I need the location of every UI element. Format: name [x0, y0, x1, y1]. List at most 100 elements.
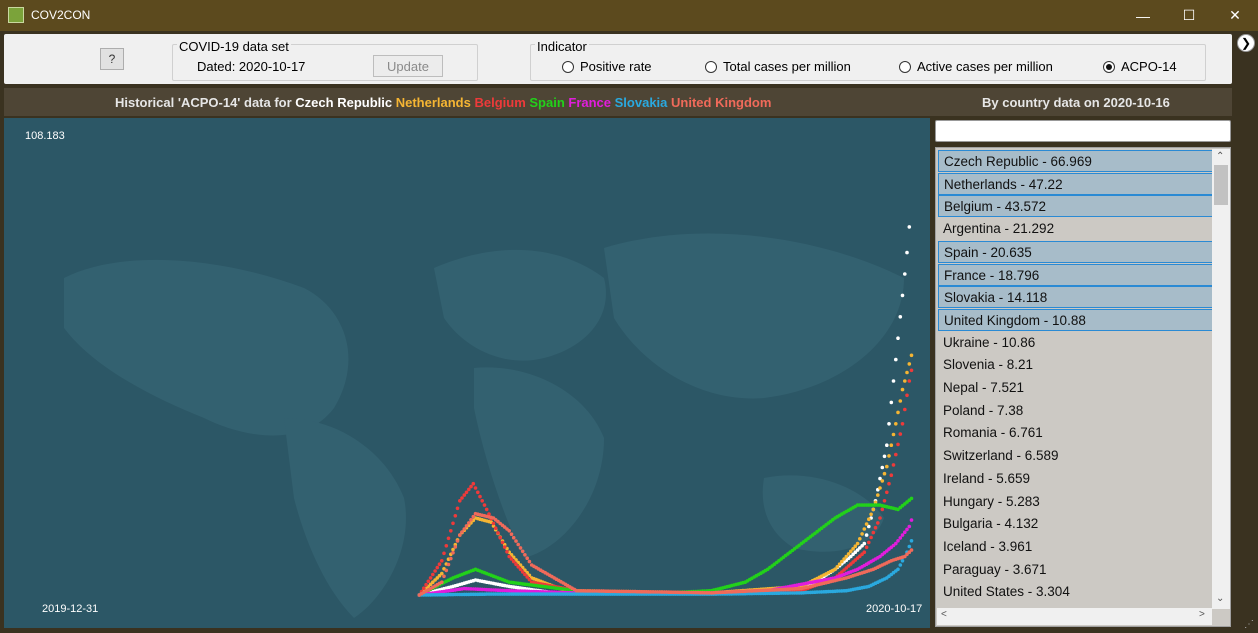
data-point [849, 554, 853, 559]
close-icon[interactable]: ✕ [1229, 7, 1241, 23]
data-point [431, 572, 435, 577]
data-point [523, 553, 527, 557]
list-item[interactable]: Belgium - 43.572 [938, 195, 1213, 218]
data-point [451, 547, 455, 552]
list-item[interactable]: Iceland - 3.961 [943, 538, 1033, 554]
horizontal-scrollbar[interactable]: < > [937, 608, 1212, 625]
data-point [860, 532, 864, 536]
list-item[interactable]: Ukraine - 10.86 [943, 334, 1036, 350]
list-item[interactable]: Nepal - 7.521 [943, 380, 1025, 395]
data-point [907, 362, 912, 366]
indicator-group: Indicator Positive rate Total cases per … [530, 39, 1206, 81]
data-point [473, 486, 478, 490]
chevron-right-icon[interactable]: ❯ [1237, 34, 1255, 52]
list-item[interactable]: Switzerland - 6.589 [943, 448, 1059, 464]
data-point [493, 526, 498, 530]
scroll-up-icon[interactable]: ⌃ [1216, 151, 1225, 162]
country-search-input[interactable] [935, 120, 1231, 142]
data-point [431, 580, 435, 584]
data-point [527, 559, 532, 564]
data-point [516, 542, 520, 547]
list-item[interactable]: Spain - 20.635 [938, 240, 1213, 263]
radio-total-cases[interactable]: Total cases per million [705, 59, 851, 74]
scroll-right-icon[interactable]: > [1199, 609, 1205, 620]
data-point [460, 496, 464, 500]
data-point [476, 490, 480, 495]
data-point [876, 521, 880, 525]
data-point [907, 379, 912, 383]
data-point [449, 529, 453, 533]
chart-title-country: Netherlands [395, 95, 475, 110]
data-point [846, 552, 851, 556]
chart-title: Historical 'ACPO-14' data for Czech Repu… [115, 95, 771, 110]
help-button[interactable]: ? [100, 48, 124, 70]
data-point [896, 539, 900, 543]
data-point [487, 512, 491, 516]
chart-title-country: Spain [529, 95, 569, 110]
list-item[interactable]: Czech Republic - 66.969 [938, 150, 1213, 172]
data-point [871, 507, 876, 512]
data-point [896, 410, 900, 415]
vertical-scroll-thumb[interactable] [1214, 165, 1228, 205]
list-item[interactable]: Paraguay - 3.671 [943, 561, 1047, 577]
data-point [891, 463, 896, 467]
resize-grip-icon[interactable]: ⋰ [1244, 619, 1254, 630]
data-point [464, 490, 469, 495]
list-item[interactable]: Ireland - 5.659 [943, 470, 1031, 486]
radio-positive-rate[interactable]: Positive rate [562, 59, 652, 74]
list-item[interactable]: Slovenia - 8.21 [943, 357, 1034, 373]
data-point [855, 548, 860, 552]
data-point [900, 293, 905, 298]
radio-label: Total cases per million [723, 59, 851, 74]
update-button[interactable]: Update [373, 55, 443, 77]
data-point [458, 499, 462, 503]
data-point [887, 454, 891, 458]
list-item[interactable]: United Kingdom - 10.88 [938, 308, 1213, 331]
minimize-icon[interactable]: — [1136, 7, 1150, 24]
data-point [484, 507, 489, 512]
list-item[interactable]: United States - 3.304 [943, 584, 1070, 600]
data-point [853, 550, 858, 554]
data-point [502, 545, 507, 549]
list-item[interactable]: Slovakia - 14.118 [938, 286, 1213, 309]
list-item[interactable]: Hungary - 5.283 [943, 493, 1040, 509]
data-point [896, 442, 900, 447]
maximize-icon[interactable]: ☐ [1182, 7, 1196, 23]
vertical-scrollbar[interactable]: ⌃ ⌄ [1212, 149, 1230, 609]
data-point [511, 559, 516, 564]
scroll-down-icon[interactable]: ⌄ [1216, 593, 1225, 604]
world-map-background [64, 225, 914, 618]
data-point [460, 530, 464, 534]
data-point [867, 540, 871, 545]
radio-acpo-14[interactable]: ACPO-14 [1103, 59, 1177, 74]
list-item[interactable]: Argentina - 21.292 [943, 221, 1055, 237]
data-point [455, 539, 460, 543]
data-point [882, 454, 887, 459]
list-item[interactable]: Netherlands - 47.22 [938, 172, 1213, 195]
data-point [844, 554, 849, 559]
data-point [860, 544, 864, 548]
scroll-left-icon[interactable]: < [941, 609, 947, 620]
radio-indicator [705, 60, 717, 73]
list-item[interactable]: France - 18.796 [938, 263, 1213, 286]
data-point [903, 530, 907, 534]
data-point [453, 545, 458, 549]
country-list[interactable]: Czech Republic - 66.969 Netherlands - 47.… [935, 147, 1231, 627]
data-point [909, 496, 914, 501]
list-item[interactable]: Poland - 7.38 [943, 402, 1024, 418]
data-point [500, 540, 505, 545]
data-point [520, 549, 525, 554]
data-point [446, 536, 451, 541]
data-point [905, 552, 909, 557]
data-point [889, 400, 894, 405]
dated-label: Dated: 2020-10-17 [197, 59, 306, 74]
data-point [426, 579, 431, 584]
data-point [849, 549, 853, 554]
radio-indicator [899, 60, 911, 73]
data-point [885, 464, 889, 469]
data-point [894, 422, 898, 426]
list-item[interactable]: Bulgaria - 4.132 [943, 516, 1039, 532]
radio-active-cases[interactable]: Active cases per million [899, 59, 1053, 74]
data-point [903, 554, 907, 559]
list-item[interactable]: Romania - 6.761 [943, 425, 1043, 441]
